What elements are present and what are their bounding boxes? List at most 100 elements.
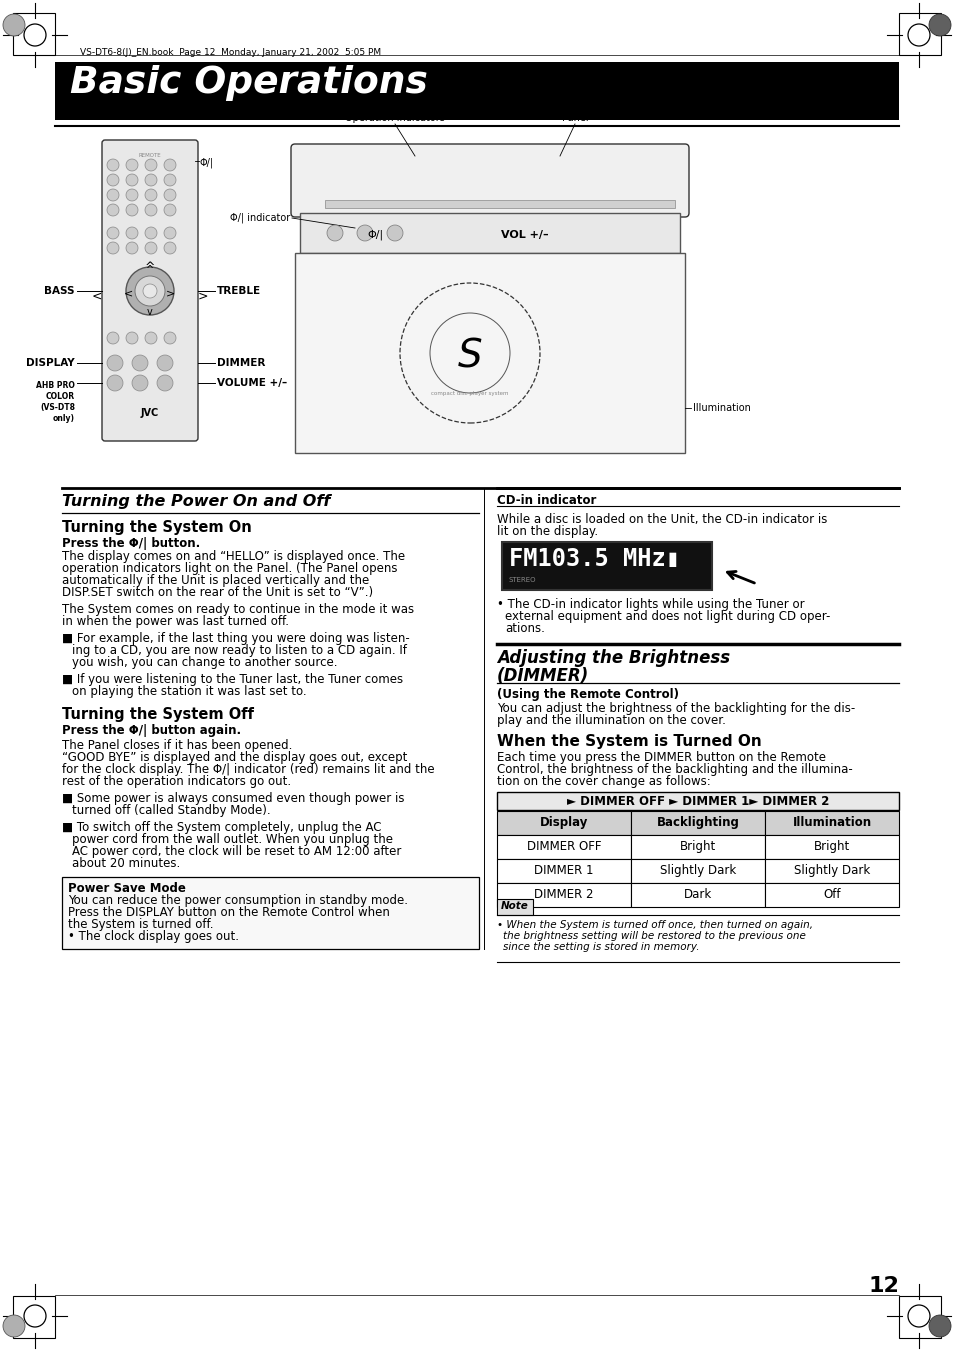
Text: power cord from the wall outlet. When you unplug the: power cord from the wall outlet. When yo… (71, 834, 393, 846)
Circle shape (145, 227, 157, 239)
FancyBboxPatch shape (102, 141, 198, 440)
Text: Φ/|: Φ/| (367, 230, 383, 240)
Circle shape (107, 242, 119, 254)
Text: turned off (called Standby Mode).: turned off (called Standby Mode). (71, 804, 271, 817)
Text: <: < (91, 289, 102, 303)
Text: DISPLAY: DISPLAY (27, 358, 75, 367)
Text: Turning the System On: Turning the System On (62, 520, 252, 535)
Bar (497, 898, 533, 915)
Text: Φ/| indicator: Φ/| indicator (230, 212, 290, 223)
Circle shape (164, 189, 175, 201)
Bar (764, 811, 898, 835)
Text: ^: ^ (146, 265, 153, 276)
Text: Bright: Bright (813, 840, 849, 852)
Circle shape (928, 1315, 950, 1337)
Text: Power Save Mode: Power Save Mode (68, 882, 186, 894)
Text: STEREO: STEREO (509, 577, 536, 584)
Text: The display comes on and “HELLO” is displayed once. The: The display comes on and “HELLO” is disp… (62, 550, 405, 563)
Text: ► DIMMER OFF ► DIMMER 1► DIMMER 2: ► DIMMER OFF ► DIMMER 1► DIMMER 2 (566, 794, 828, 808)
Text: Control, the brightness of the backlighting and the illumina-: Control, the brightness of the backlight… (497, 763, 852, 775)
Text: DISP.SET switch on the rear of the Unit is set to “V”.): DISP.SET switch on the rear of the Unit … (62, 586, 373, 598)
Text: Illumination: Illumination (792, 816, 871, 830)
Circle shape (107, 355, 123, 372)
Circle shape (356, 226, 373, 240)
Text: external equipment and does not light during CD oper-: external equipment and does not light du… (504, 611, 829, 623)
Text: TREBLE: TREBLE (216, 286, 261, 296)
Text: rest of the operation indicators go out.: rest of the operation indicators go out. (62, 775, 291, 788)
Bar (497, 884, 630, 907)
Text: on playing the station it was last set to.: on playing the station it was last set t… (71, 685, 306, 698)
Circle shape (132, 355, 148, 372)
Text: v: v (147, 307, 152, 317)
Circle shape (126, 227, 138, 239)
Text: The Panel closes if it has been opened.: The Panel closes if it has been opened. (62, 739, 292, 753)
Bar (299, 213, 679, 253)
Text: ■ Some power is always consumed even though power is: ■ Some power is always consumed even tho… (62, 792, 404, 805)
Text: Operation indicators: Operation indicators (345, 113, 444, 123)
Text: DIMMER 1: DIMMER 1 (534, 865, 593, 877)
Circle shape (145, 174, 157, 186)
Text: automatically if the Unit is placed vertically and the: automatically if the Unit is placed vert… (62, 574, 369, 586)
Text: operation indicators light on the Panel. (The Panel opens: operation indicators light on the Panel.… (62, 562, 397, 576)
Circle shape (135, 276, 165, 305)
Text: (Using the Remote Control): (Using the Remote Control) (497, 688, 679, 701)
Text: Slightly Dark: Slightly Dark (793, 865, 869, 877)
Text: You can reduce the power consumption in standby mode.: You can reduce the power consumption in … (68, 894, 408, 907)
Circle shape (126, 174, 138, 186)
Text: Press the DISPLAY button on the Remote Control when: Press the DISPLAY button on the Remote C… (68, 907, 390, 919)
Circle shape (387, 226, 402, 240)
Circle shape (107, 189, 119, 201)
Text: the brightness setting will be restored to the previous one: the brightness setting will be restored … (502, 931, 805, 942)
Text: the System is turned off.: the System is turned off. (68, 917, 213, 931)
Text: you wish, you can change to another source.: you wish, you can change to another sour… (71, 657, 337, 669)
Circle shape (132, 376, 148, 390)
Circle shape (157, 355, 172, 372)
Text: VOLUME +/–: VOLUME +/– (216, 378, 287, 388)
Text: FM103.5 MHz▮: FM103.5 MHz▮ (509, 547, 679, 571)
Bar (898, 14, 940, 55)
Text: <: < (124, 288, 133, 299)
Circle shape (126, 159, 138, 172)
Circle shape (145, 159, 157, 172)
Circle shape (143, 284, 157, 299)
Bar (62, 877, 478, 948)
Circle shape (145, 204, 157, 216)
Circle shape (107, 159, 119, 172)
Text: CD-in indicator: CD-in indicator (497, 494, 596, 507)
Text: Bright: Bright (679, 840, 716, 852)
Circle shape (107, 332, 119, 345)
Text: S: S (457, 336, 482, 376)
Circle shape (126, 189, 138, 201)
Text: JVC: JVC (141, 408, 159, 417)
Text: Adjusting the Brightness: Adjusting the Brightness (497, 648, 729, 667)
Circle shape (164, 242, 175, 254)
Text: for the clock display. The Φ/| indicator (red) remains lit and the: for the clock display. The Φ/| indicator… (62, 763, 435, 775)
Bar (630, 859, 764, 884)
Text: “GOOD BYE” is displayed and the display goes out, except: “GOOD BYE” is displayed and the display … (62, 751, 407, 765)
Bar (764, 884, 898, 907)
Text: ^: ^ (145, 261, 155, 274)
Text: compact disc player system: compact disc player system (431, 390, 508, 396)
Bar (630, 884, 764, 907)
Text: Backlighting: Backlighting (656, 816, 739, 830)
Text: 12: 12 (867, 1275, 898, 1296)
Text: • When the System is turned off once, then turned on again,: • When the System is turned off once, th… (497, 920, 812, 929)
Bar (294, 253, 684, 453)
Text: REMOTE: REMOTE (138, 153, 161, 158)
Text: Slightly Dark: Slightly Dark (659, 865, 736, 877)
Bar (764, 835, 898, 859)
Text: When the System is Turned On: When the System is Turned On (497, 734, 760, 748)
Text: about 20 minutes.: about 20 minutes. (71, 857, 180, 870)
Text: VS-DT6-8(J)_EN.book  Page 12  Monday, January 21, 2002  5:05 PM: VS-DT6-8(J)_EN.book Page 12 Monday, Janu… (80, 49, 381, 57)
Text: (DIMMER): (DIMMER) (497, 667, 589, 685)
Text: Press the Φ/| button again.: Press the Φ/| button again. (62, 724, 241, 738)
Text: ■ To switch off the System completely, unplug the AC: ■ To switch off the System completely, u… (62, 821, 381, 834)
FancyBboxPatch shape (291, 145, 688, 218)
Text: Dark: Dark (683, 888, 711, 901)
Text: The System comes on ready to continue in the mode it was: The System comes on ready to continue in… (62, 603, 414, 616)
Text: BASS: BASS (45, 286, 75, 296)
Bar (497, 859, 630, 884)
Text: >: > (198, 289, 209, 303)
Text: AC power cord, the clock will be reset to AM 12:00 after: AC power cord, the clock will be reset t… (71, 844, 401, 858)
Bar (13, 1296, 55, 1337)
